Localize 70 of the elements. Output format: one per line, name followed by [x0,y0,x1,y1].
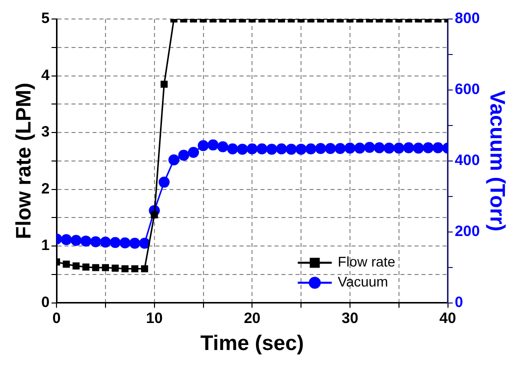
x-axis-title: Time (sec) [200,332,304,356]
point [266,144,278,155]
point [141,265,148,272]
x-tick-label: 30 [342,310,358,327]
point [90,236,102,248]
point [403,142,414,154]
point [80,236,92,247]
y-tick-label: 5 [41,10,50,28]
point [160,80,168,88]
y-tick-label: 4 [41,66,50,84]
point [246,143,258,154]
point [256,143,268,154]
point [208,139,219,150]
y2-tick-label: 0 [454,294,464,311]
y-tick-label: 1 [41,237,50,254]
point [150,211,158,218]
point [324,142,336,154]
y2-tick-label: 800 [454,10,480,28]
point [129,238,140,249]
point [158,176,170,188]
point [92,264,100,272]
point [315,142,326,154]
y-axis-title: Flow rate (LPM) [12,82,36,240]
point [120,237,131,248]
point [70,234,82,246]
point [422,142,434,154]
point [305,143,316,154]
point [412,142,424,154]
point [72,262,80,270]
y-tick-label: 3 [41,124,50,141]
point [276,143,287,154]
x-tick-label: 40 [439,310,456,327]
point [102,264,109,272]
y2-axis-title: Vacuum (Torr) [486,90,509,232]
point [100,236,111,248]
x-tick-label: 10 [146,310,163,327]
y-tick-label: 0 [41,294,50,311]
point [131,265,138,272]
point [374,142,385,154]
point [393,142,404,154]
point [296,144,307,155]
x-tick-label: 0 [52,310,61,327]
point [121,265,129,272]
point [62,260,70,268]
point [227,143,238,154]
y2-tick-label: 400 [454,152,480,170]
point [334,142,346,154]
point [139,238,150,249]
point [82,264,90,271]
point [354,142,366,154]
point [364,142,376,153]
point [432,142,444,154]
y2-tick-label: 200 [454,222,480,240]
point [112,264,119,272]
point [168,154,180,166]
point [110,236,121,248]
point [217,141,228,152]
legend-label: Vacuum [338,274,388,290]
legend-label: Flow rate [338,254,396,270]
point [198,140,209,152]
y2-tick-label: 600 [454,81,480,98]
y-tick-label: 2 [41,180,50,198]
point [236,144,248,155]
point [188,146,199,158]
point [178,150,190,161]
x-tick-label: 20 [244,310,260,327]
point [286,144,297,155]
point [344,142,356,154]
point [384,142,395,154]
point [60,234,72,246]
